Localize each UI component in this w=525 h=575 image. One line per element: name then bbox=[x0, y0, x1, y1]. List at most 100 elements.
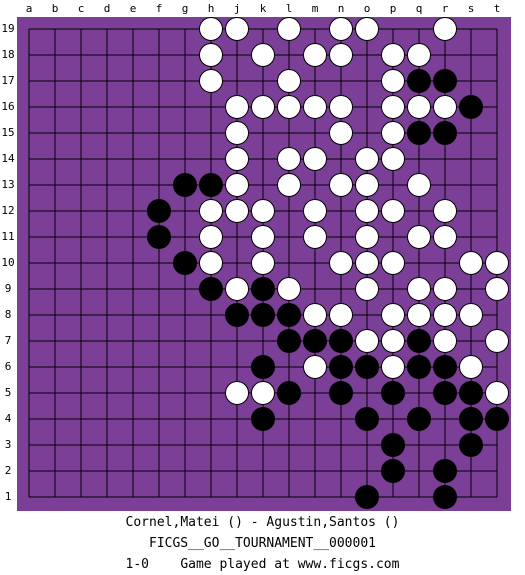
column-label: r bbox=[442, 2, 449, 15]
black-stone bbox=[433, 459, 457, 483]
black-stone bbox=[329, 381, 353, 405]
white-stone bbox=[433, 303, 457, 327]
white-stone bbox=[459, 355, 483, 379]
column-label: f bbox=[156, 2, 163, 15]
black-stone bbox=[459, 381, 483, 405]
black-stone bbox=[355, 407, 379, 431]
row-label: 7 bbox=[5, 334, 12, 347]
white-stone bbox=[199, 225, 223, 249]
black-stone bbox=[277, 303, 301, 327]
black-stone bbox=[407, 69, 431, 93]
black-stone bbox=[147, 199, 171, 223]
column-label: q bbox=[416, 2, 423, 15]
white-stone bbox=[485, 277, 509, 301]
white-stone bbox=[381, 355, 405, 379]
white-stone bbox=[485, 329, 509, 353]
white-stone bbox=[251, 95, 275, 119]
white-stone bbox=[199, 199, 223, 223]
white-stone bbox=[407, 277, 431, 301]
black-stone bbox=[407, 407, 431, 431]
white-stone bbox=[381, 199, 405, 223]
white-stone bbox=[329, 173, 353, 197]
white-stone bbox=[433, 199, 457, 223]
column-label: e bbox=[130, 2, 137, 15]
row-label: 19 bbox=[1, 22, 14, 35]
column-label: s bbox=[468, 2, 475, 15]
white-stone bbox=[459, 303, 483, 327]
white-stone bbox=[433, 277, 457, 301]
black-stone bbox=[381, 381, 405, 405]
white-stone bbox=[329, 17, 353, 41]
black-stone bbox=[251, 355, 275, 379]
white-stone bbox=[277, 69, 301, 93]
white-stone bbox=[251, 225, 275, 249]
white-stone bbox=[433, 17, 457, 41]
white-stone bbox=[225, 95, 249, 119]
white-stone bbox=[407, 303, 431, 327]
white-stone bbox=[277, 147, 301, 171]
black-stone bbox=[459, 433, 483, 457]
black-stone bbox=[199, 277, 223, 301]
row-label: 4 bbox=[5, 412, 12, 425]
row-label: 8 bbox=[5, 308, 12, 321]
result: 1-0 Game played at www.ficgs.com bbox=[125, 557, 400, 572]
row-label: 12 bbox=[1, 204, 14, 217]
row-label: 11 bbox=[1, 230, 14, 243]
white-stone bbox=[355, 173, 379, 197]
column-label: h bbox=[208, 2, 215, 15]
white-stone bbox=[251, 199, 275, 223]
column-label: k bbox=[260, 2, 267, 15]
white-stone bbox=[199, 251, 223, 275]
black-stone bbox=[251, 277, 275, 301]
white-stone bbox=[407, 225, 431, 249]
white-stone bbox=[303, 303, 327, 327]
column-label: t bbox=[494, 2, 501, 15]
white-stone bbox=[277, 17, 301, 41]
white-stone bbox=[485, 251, 509, 275]
white-stone bbox=[329, 43, 353, 67]
black-stone bbox=[277, 329, 301, 353]
white-stone bbox=[303, 225, 327, 249]
row-label: 15 bbox=[1, 126, 14, 139]
column-label: b bbox=[52, 2, 59, 15]
column-label: o bbox=[364, 2, 371, 15]
black-stone bbox=[277, 381, 301, 405]
white-stone bbox=[199, 43, 223, 67]
row-label: 6 bbox=[5, 360, 12, 373]
white-stone bbox=[225, 121, 249, 145]
white-stone bbox=[381, 329, 405, 353]
black-stone bbox=[459, 407, 483, 431]
white-stone bbox=[329, 95, 353, 119]
black-stone bbox=[459, 95, 483, 119]
white-stone bbox=[355, 225, 379, 249]
black-stone bbox=[485, 407, 509, 431]
white-stone bbox=[459, 251, 483, 275]
players: Cornel,Matei () - Agustin,Santos () bbox=[125, 515, 400, 530]
white-stone bbox=[407, 43, 431, 67]
row-label: 17 bbox=[1, 74, 14, 87]
row-label: 13 bbox=[1, 178, 14, 191]
column-label: l bbox=[286, 2, 293, 15]
white-stone bbox=[303, 147, 327, 171]
white-stone bbox=[199, 17, 223, 41]
white-stone bbox=[355, 251, 379, 275]
row-label: 14 bbox=[1, 152, 15, 165]
white-stone bbox=[381, 121, 405, 145]
white-stone bbox=[381, 147, 405, 171]
white-stone bbox=[225, 199, 249, 223]
black-stone bbox=[199, 173, 223, 197]
row-label: 16 bbox=[1, 100, 14, 113]
white-stone bbox=[381, 69, 405, 93]
white-stone bbox=[225, 147, 249, 171]
black-stone bbox=[433, 381, 457, 405]
white-stone bbox=[303, 95, 327, 119]
column-label: p bbox=[390, 2, 397, 15]
column-label: m bbox=[312, 2, 319, 15]
black-stone bbox=[433, 69, 457, 93]
row-label: 18 bbox=[1, 48, 14, 61]
black-stone bbox=[381, 433, 405, 457]
white-stone bbox=[225, 277, 249, 301]
black-stone bbox=[173, 173, 197, 197]
go-board: a b c d e f g h j k l m n o p q r s t191817161514131211109… bbox=[1, 2, 511, 511]
row-label: 5 bbox=[5, 386, 12, 399]
